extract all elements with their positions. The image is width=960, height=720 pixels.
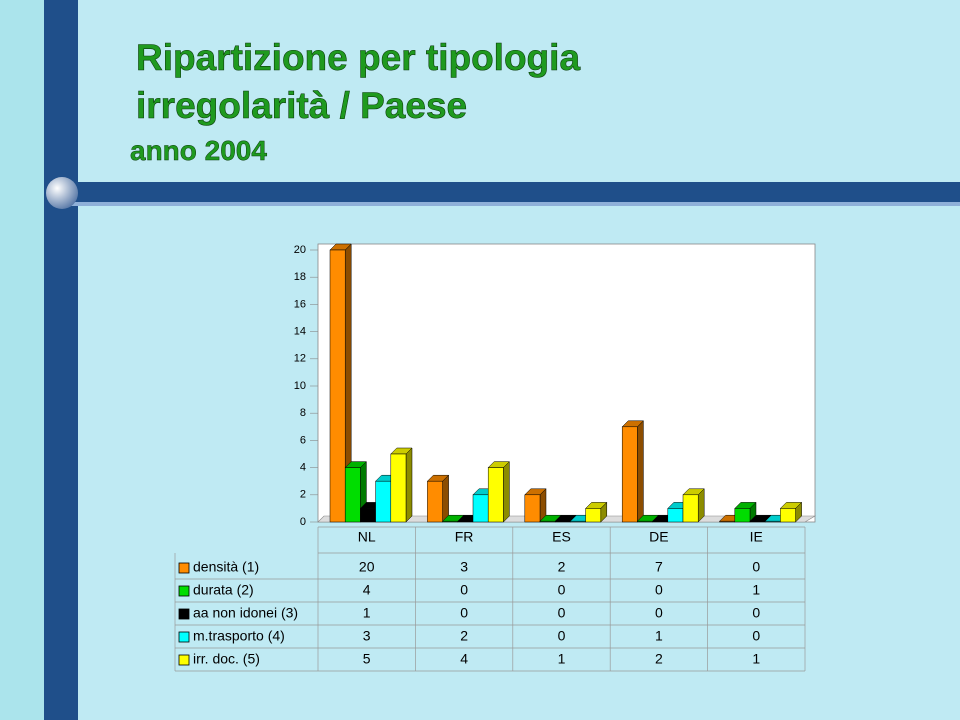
bar-front: [524, 494, 541, 523]
legend-swatch: [178, 585, 190, 597]
legend-swatch: [178, 562, 190, 574]
bar-front: [329, 249, 346, 523]
y-tick-label: 12: [294, 353, 306, 365]
table-value: 0: [558, 605, 566, 621]
bar-front: [652, 520, 669, 523]
table-value: 1: [558, 651, 566, 667]
bar-front: [442, 520, 459, 523]
table-value: 0: [558, 628, 566, 644]
y-tick-label: 18: [294, 271, 306, 283]
title-line: irregolarità / Paese: [136, 85, 467, 126]
x-tick-label: IE: [750, 529, 763, 545]
legend-label: irr. doc. (5): [193, 651, 260, 667]
table-value: 0: [752, 559, 760, 575]
table-value: 2: [460, 628, 468, 644]
bar: [734, 501, 757, 523]
y-tick-label: 20: [294, 244, 306, 256]
x-tick-label: ES: [552, 529, 571, 545]
y-tick-label: 8: [300, 407, 306, 419]
table-value: 0: [752, 628, 760, 644]
y-tick-label: 6: [300, 434, 306, 446]
x-tick-label: FR: [455, 529, 474, 545]
legend-swatch: [178, 608, 190, 620]
bar-side: [442, 474, 449, 523]
legend-label: densità (1): [193, 559, 259, 575]
table-value: 1: [752, 582, 760, 598]
bar: [779, 501, 803, 523]
bar-front: [360, 508, 376, 523]
legend-swatch: [178, 654, 190, 666]
bar: [487, 460, 511, 523]
table-value: 2: [558, 559, 566, 575]
y-tick-label: 4: [300, 462, 306, 474]
table-value: 0: [655, 605, 663, 621]
y-tick-label: 2: [300, 489, 306, 501]
table-value: 4: [363, 582, 371, 598]
bar: [390, 447, 413, 523]
table-value: 4: [460, 651, 468, 667]
y-tick-label: 14: [294, 326, 306, 338]
bar-front: [764, 520, 781, 523]
bar-side: [637, 420, 644, 523]
title-line: Ripartizione per tipologia: [136, 37, 580, 78]
table-value: 0: [460, 605, 468, 621]
bar: [426, 474, 450, 523]
table-value: 2: [655, 651, 663, 667]
bar-front: [621, 426, 638, 523]
bar-front: [734, 508, 751, 523]
bar-front: [375, 480, 392, 523]
table-value: 3: [460, 559, 468, 575]
bar-front: [780, 508, 796, 523]
table-value: 7: [655, 559, 663, 575]
subtitle: anno 2004: [130, 135, 267, 166]
bar-side: [405, 447, 413, 523]
bar-front: [390, 453, 407, 523]
table-value: 20: [359, 559, 375, 575]
bar-front: [344, 467, 361, 523]
bar-front: [554, 520, 571, 523]
bar-front: [487, 467, 504, 523]
bar: [621, 420, 645, 523]
bar-front: [719, 520, 736, 523]
table-value: 3: [363, 628, 371, 644]
legend-label: durata (2): [193, 582, 254, 598]
y-tick-label: 10: [294, 380, 306, 392]
bar-front: [682, 494, 699, 523]
bar-front: [539, 520, 556, 523]
x-tick-label: DE: [649, 529, 668, 545]
table-value: 0: [558, 582, 566, 598]
bar-front: [457, 520, 474, 523]
bar: [584, 501, 608, 523]
bar-front: [637, 520, 653, 523]
bar-front: [570, 520, 586, 523]
y-tick-label: 16: [294, 298, 306, 310]
table-value: 0: [655, 582, 663, 598]
table-value: 1: [752, 651, 760, 667]
legend-label: m.trasporto (4): [193, 628, 285, 644]
bar-front: [472, 494, 489, 523]
table-value: 0: [460, 582, 468, 598]
bar-front: [667, 508, 684, 523]
legend-swatch: [178, 631, 190, 643]
y-tick-label: 0: [300, 516, 306, 528]
x-tick-label: NL: [358, 529, 376, 545]
bar: [682, 488, 705, 523]
bar-front: [585, 508, 602, 523]
table-value: 1: [655, 628, 663, 644]
legend-label: aa non idonei (3): [193, 605, 298, 621]
bar-front: [749, 520, 766, 523]
bar-front: [427, 480, 443, 523]
bar-side: [503, 460, 510, 523]
bar: [524, 488, 547, 523]
bar: [329, 243, 352, 523]
table-value: 0: [752, 605, 760, 621]
table-value: 5: [363, 651, 371, 667]
table-value: 1: [363, 605, 371, 621]
